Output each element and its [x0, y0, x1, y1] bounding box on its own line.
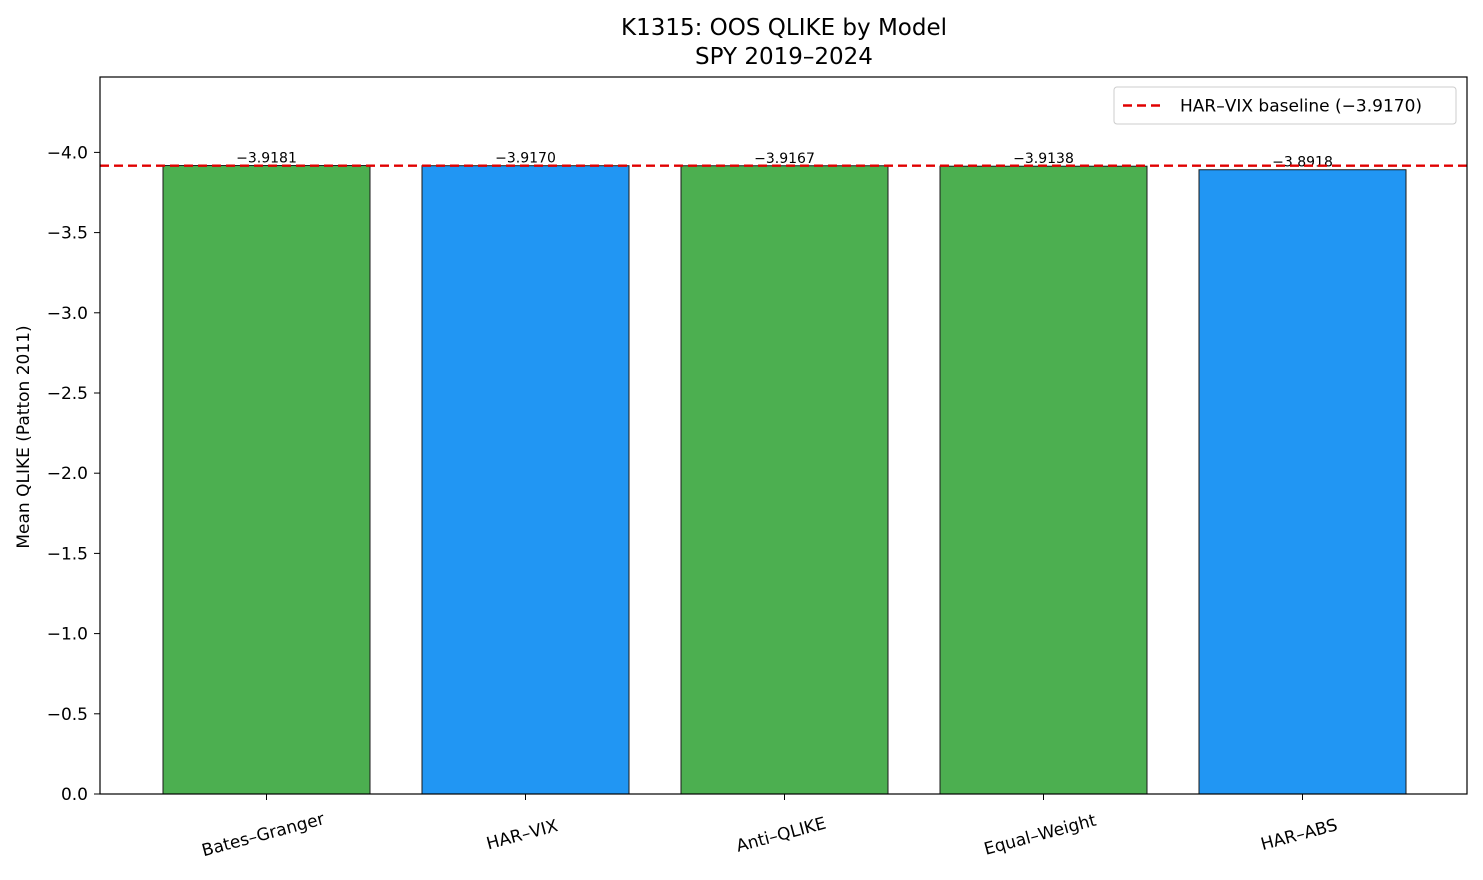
- plot-frame: [99, 76, 1468, 795]
- x-tick-label: Equal–Weight: [982, 811, 1099, 860]
- bar: [680, 165, 889, 795]
- x-tick-label: HAR–VIX: [484, 816, 560, 854]
- bar: [421, 165, 630, 795]
- y-tick-label: −2.5: [47, 384, 88, 404]
- bar: [1198, 169, 1407, 795]
- y-axis-label: Mean QLIKE (Patton 2011): [14, 325, 34, 548]
- y-tick-label: −3.0: [47, 304, 88, 324]
- y-tick-label: −4.0: [47, 143, 88, 163]
- bar: [162, 165, 371, 795]
- chart-subtitle: SPY 2019–2024: [695, 44, 873, 70]
- bar: [939, 165, 1148, 795]
- bars-group: −3.9181 −3.9170 −3.9167 −3.9138 −3.8918: [162, 151, 1407, 795]
- chart-title: K1315: OOS QLIKE by Model: [621, 15, 947, 41]
- bar-value-label: −3.8918: [1272, 155, 1333, 171]
- y-tick-label: 0.0: [61, 785, 88, 805]
- y-tick-label: −0.5: [47, 705, 88, 725]
- x-tick-label: Bates–Granger: [200, 809, 327, 861]
- legend: HAR–VIX baseline (−3.9170): [1113, 86, 1457, 125]
- bar-value-label: −3.9181: [236, 151, 297, 167]
- bar-value-label: −3.9170: [495, 151, 556, 167]
- legend-label: HAR–VIX baseline (−3.9170): [1180, 97, 1422, 117]
- bar-value-label: −3.9138: [1013, 151, 1074, 167]
- y-tick-label: −1.0: [47, 625, 88, 645]
- y-tick-label: −3.5: [47, 224, 88, 244]
- legend-box: [1113, 86, 1457, 125]
- y-tick-label: −1.5: [47, 544, 88, 564]
- bar-value-label: −3.9167: [754, 151, 815, 167]
- x-tick-label: Anti–QLIKE: [734, 814, 828, 857]
- x-tick-label: HAR–ABS: [1259, 815, 1340, 855]
- y-tick-label: −2.0: [47, 464, 88, 484]
